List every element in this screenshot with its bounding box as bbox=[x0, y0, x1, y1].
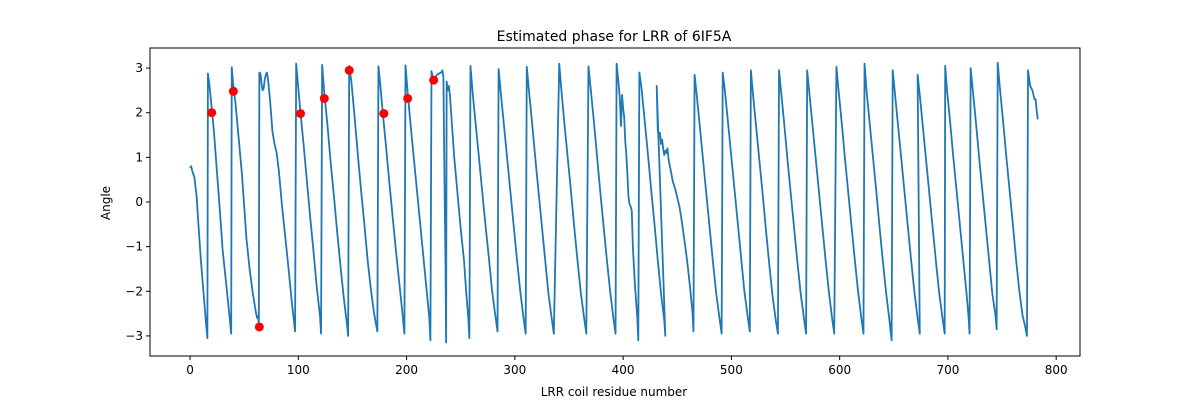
y-tick-label: −3 bbox=[125, 329, 143, 343]
series-line-0 bbox=[189, 61, 1039, 344]
x-tick-label: 200 bbox=[395, 363, 418, 377]
marker-point-2 bbox=[254, 322, 264, 332]
x-axis-label: LRR coil residue number bbox=[541, 385, 688, 399]
chart-title: Estimated phase for LRR of 6IF5A bbox=[497, 29, 732, 45]
marker-point-5 bbox=[344, 65, 354, 75]
marker-point-8 bbox=[429, 75, 439, 85]
marker-point-4 bbox=[319, 93, 329, 103]
y-tick-label: 1 bbox=[135, 150, 143, 164]
y-tick-label: 0 bbox=[135, 195, 143, 209]
x-tick-label: 700 bbox=[936, 363, 959, 377]
x-tick-label: 800 bbox=[1045, 363, 1068, 377]
marker-point-0 bbox=[207, 108, 217, 118]
x-tick-label: 0 bbox=[186, 363, 194, 377]
series-layer bbox=[189, 61, 1039, 344]
marker-point-7 bbox=[403, 93, 413, 103]
x-tick-label: 400 bbox=[612, 363, 635, 377]
y-tick-label: 2 bbox=[135, 106, 143, 120]
marker-point-3 bbox=[295, 109, 305, 119]
y-tick-label: 3 bbox=[135, 61, 143, 75]
y-tick-label: −2 bbox=[125, 284, 143, 298]
marker-point-1 bbox=[228, 86, 238, 96]
y-axis-label: Angle bbox=[99, 186, 113, 220]
y-tick-label: −1 bbox=[125, 240, 143, 254]
x-tick-label: 600 bbox=[828, 363, 851, 377]
marker-layer bbox=[207, 65, 439, 332]
x-tick-label: 300 bbox=[503, 363, 526, 377]
axes-layer: 0 100 200 300 400 500 600 700 800 −3 −2 −1 0 1 2 3 bbox=[125, 47, 1081, 377]
marker-point-6 bbox=[379, 109, 389, 119]
x-tick-label: 500 bbox=[720, 363, 743, 377]
x-tick-label: 100 bbox=[287, 363, 310, 377]
